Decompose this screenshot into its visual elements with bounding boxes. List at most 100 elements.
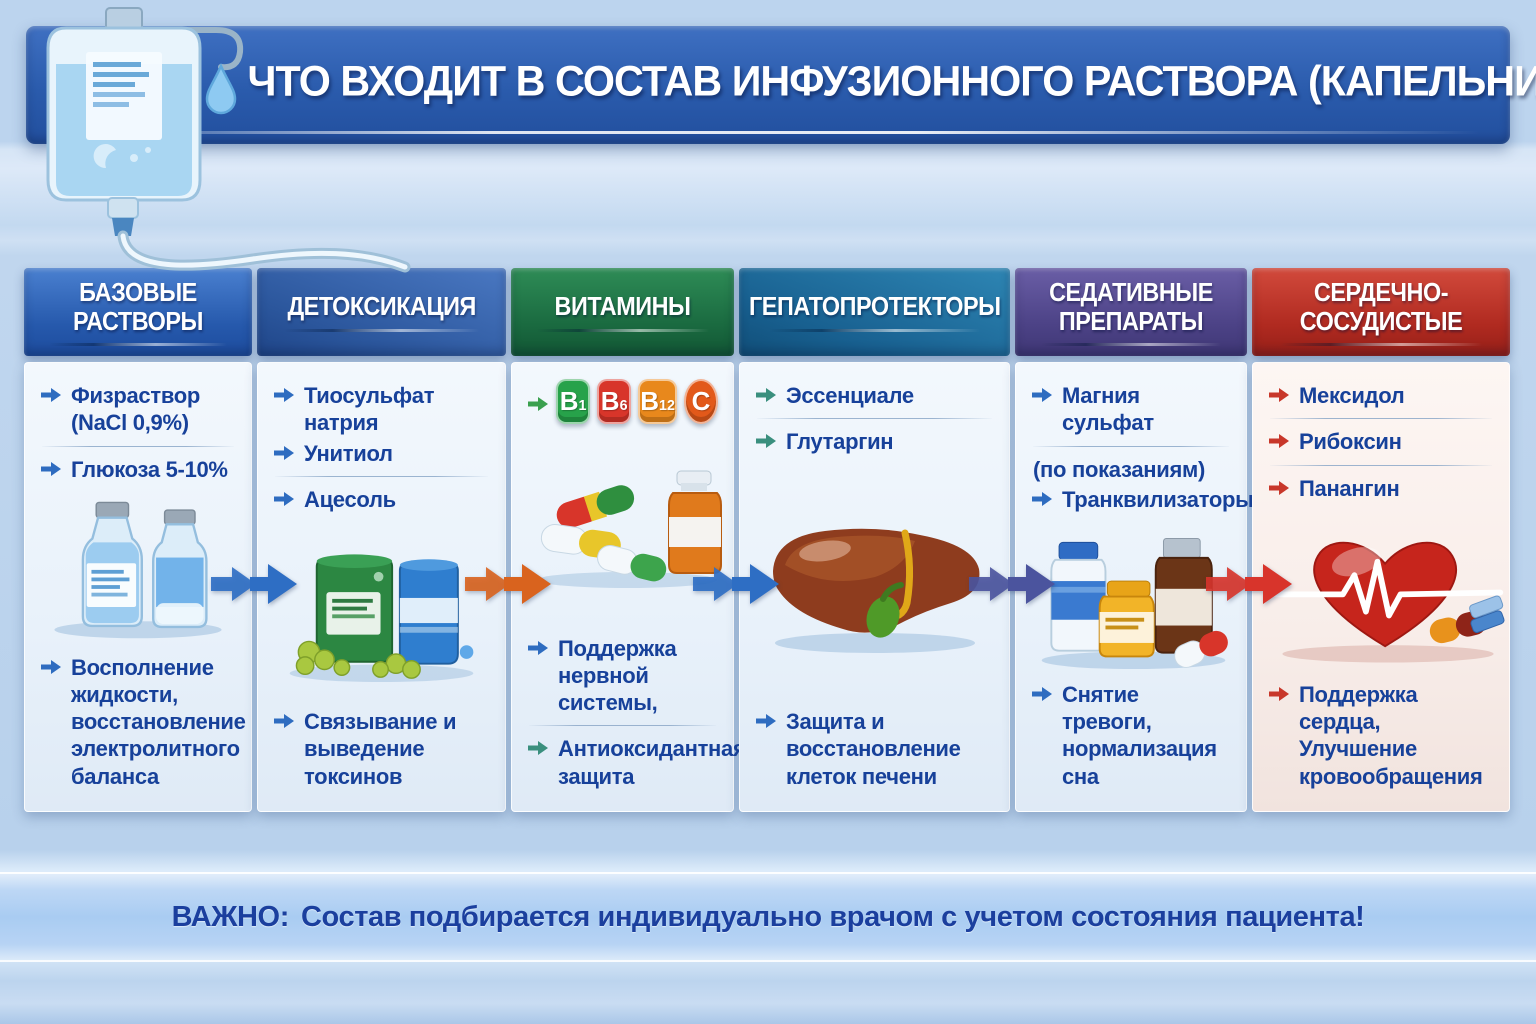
list-item: Панангин <box>1268 475 1494 502</box>
column-title: БАЗОВЫЕ РАСТВОРЫ <box>73 276 203 336</box>
column-body: Мексидол Рибоксин Панангин <box>1252 362 1510 812</box>
arrow-icon <box>41 461 61 476</box>
arrow-icon <box>1269 686 1289 701</box>
arrow-icon <box>274 388 294 402</box>
item-text: Эссенциале <box>786 383 914 408</box>
column-sedatives: СЕДАТИВНЫЕ ПРЕПАРАТЫ Магния сульфат (по … <box>1015 268 1254 812</box>
item-group: Эссенциале Глутаргин <box>755 379 994 459</box>
column-body: Эссенциале Глутаргин З <box>739 362 1010 812</box>
benefit-text: Антиоксидантная защита <box>558 736 746 789</box>
column-title: СЕДАТИВНЫЕ ПРЕПАРАТЫ <box>1049 276 1213 336</box>
detox-bottles-illustration <box>289 554 474 683</box>
list-item: Физраствор (NaCl 0,9%) <box>40 382 236 437</box>
arrow-icon <box>41 659 61 674</box>
benefit-group: Восполнение жидкости, восстановление эле… <box>40 651 246 793</box>
arrow-icon <box>274 491 294 506</box>
benefit-text: Поддержка нервной системы, <box>558 635 677 716</box>
vitamin-letter: B <box>640 386 659 416</box>
item-text: Унитиол <box>304 440 393 466</box>
vitamin-c-badge: C <box>683 379 719 424</box>
benefit-item: Связывание и выведение токсинов <box>273 708 490 790</box>
connector-arrow-icon <box>211 564 297 604</box>
title-banner: ЧТО ВХОДИТ В СОСТАВ ИНФУЗИОННОГО РАСТВОР… <box>26 26 1536 144</box>
header-underline <box>49 343 227 347</box>
item-text: Магния сульфат <box>1062 383 1154 436</box>
arrow-icon <box>1032 686 1052 701</box>
connector-arrow-icon <box>465 564 551 604</box>
benefit-group: Поддержка сердца, Улучшение кровообращен… <box>1268 678 1494 793</box>
divider <box>1270 418 1492 420</box>
benefit-item: Поддержка нервной системы, <box>527 635 718 717</box>
arrow-icon <box>1269 434 1289 449</box>
benefit-item: Защита и восстановление клеток печени <box>755 708 994 790</box>
header-underline <box>284 328 479 332</box>
header-underline <box>1280 343 1482 347</box>
column-title: ДЕТОКСИКАЦИЯ <box>287 291 476 322</box>
divider <box>1270 464 1492 466</box>
list-item: Эссенциале <box>755 382 994 409</box>
arrow-icon <box>1269 388 1289 402</box>
item-group: Мексидол Рибоксин Панангин <box>1268 379 1494 505</box>
item-text: Тиосульфат натрия <box>304 383 435 436</box>
benefit-text: Снятие тревоги, нормализация сна <box>1062 681 1217 789</box>
item-text: Панангин <box>1299 475 1400 501</box>
arrow-icon <box>1032 388 1052 402</box>
divider <box>529 725 716 727</box>
vitamin-b12-badge: B 12 <box>638 379 677 424</box>
benefit-item: Снятие тревоги, нормализация сна <box>1031 681 1231 790</box>
saline-vials-illustration <box>54 501 222 639</box>
liver-illustration <box>773 528 980 653</box>
column-title: ВИТАМИНЫ <box>554 291 691 322</box>
connector-arrow-icon <box>969 564 1055 604</box>
benefit-text: Связывание и выведение токсинов <box>304 709 457 789</box>
sedative-bottles-illustration <box>1041 537 1228 669</box>
divider <box>757 418 992 420</box>
list-item: Магния сульфат <box>1031 382 1231 437</box>
item-text: Рибоксин <box>1299 429 1402 455</box>
benefit-group: Снятие тревоги, нормализация сна <box>1031 678 1231 793</box>
divider <box>275 475 488 477</box>
page-title: ЧТО ВХОДИТ В СОСТАВ ИНФУЗИОННОГО РАСТВОР… <box>247 57 1536 106</box>
list-item: Мексидол <box>1268 382 1494 409</box>
list-item: Рибоксин <box>1268 428 1494 455</box>
arrow-icon <box>1269 480 1289 495</box>
divider <box>42 445 234 447</box>
item-group: Магния сульфат (по показаниям) Транквили… <box>1031 379 1254 516</box>
heart-ecg-illustration <box>1272 541 1505 663</box>
benefit-group: Защита и восстановление клеток печени <box>755 705 994 793</box>
item-group: Тиосульфат натрия Унитиол Ацесоль <box>273 379 490 516</box>
vitamin-letter: B <box>600 386 620 416</box>
vitamin-pills-illustration <box>537 470 722 589</box>
benefit-text: Поддержка сердца, Улучшение кровообращен… <box>1299 681 1483 789</box>
column-header: БАЗОВЫЕ РАСТВОРЫ <box>24 268 252 356</box>
arrow-icon <box>756 714 776 729</box>
arrow-icon <box>756 434 776 449</box>
column-body: Тиосульфат натрия Унитиол Ацесоль <box>257 362 506 812</box>
benefit-item: Восполнение жидкости, восстановление эле… <box>40 654 246 790</box>
benefit-item: Поддержка сердца, Улучшение кровообращен… <box>1268 681 1494 790</box>
vitamin-letter: C <box>691 386 711 416</box>
connector-arrow-icon <box>693 564 779 604</box>
benefit-group: Поддержка нервной системы, Антиоксидантн… <box>527 632 746 793</box>
vitamin-letter: B <box>559 386 579 416</box>
arrow-icon <box>41 388 61 402</box>
item-text: (по показаниям) <box>1033 456 1206 482</box>
column-header: ДЕТОКСИКАЦИЯ <box>257 268 506 356</box>
benefit-item: Антиоксидантная защита <box>527 735 746 790</box>
column-title: ГЕПАТОПРОТЕКТОРЫ <box>748 291 1001 322</box>
item-text: Глюкоза 5-10% <box>71 456 228 482</box>
arrow-icon <box>756 388 776 402</box>
list-item: Транквилизаторы <box>1031 486 1254 513</box>
header-underline <box>768 328 981 332</box>
arrow-icon <box>274 714 294 729</box>
item-text: Ацесоль <box>304 486 396 512</box>
item-text: Мексидол <box>1299 383 1405 408</box>
column-header: ГЕПАТОПРОТЕКТОРЫ <box>739 268 1010 356</box>
item-text: Физраствор (NaCl 0,9%) <box>71 383 201 436</box>
column-header: СЕРДЕЧНО-СОСУДИСТЫЕ <box>1252 268 1510 356</box>
